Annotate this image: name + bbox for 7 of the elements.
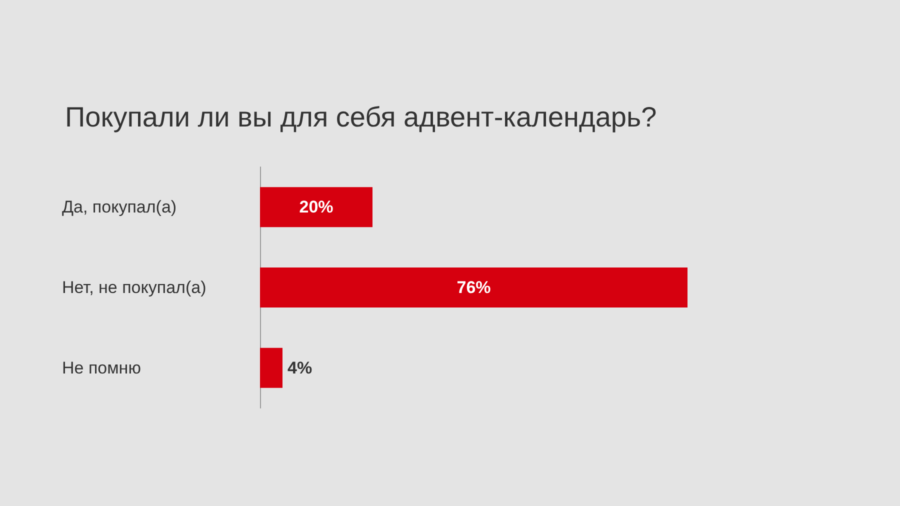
y-tick-label: Да, покупал(а) <box>62 198 177 217</box>
data-label: 20% <box>299 198 334 217</box>
y-tick-label: Нет, не покупал(а) <box>62 278 206 297</box>
chart-title: Покупали ли вы для себя адвент-календарь? <box>65 102 657 132</box>
data-label: 76% <box>456 278 491 297</box>
data-label: 4% <box>288 358 312 378</box>
y-tick-label: Не помню <box>62 358 142 378</box>
